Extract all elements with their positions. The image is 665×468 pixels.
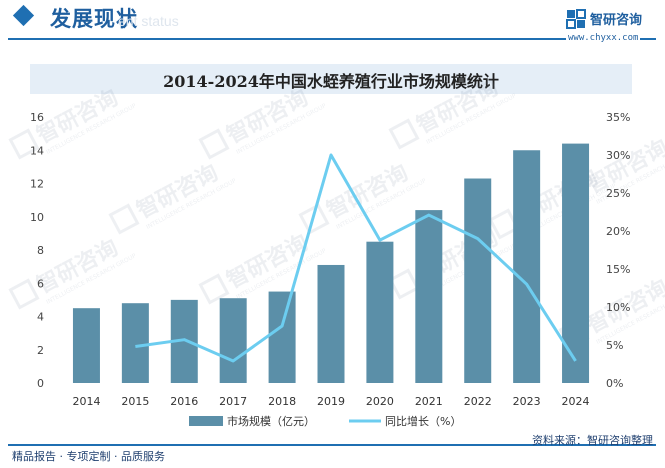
- chart-title: 2014-2024年中国水蛭养殖行业市场规模统计: [163, 72, 499, 91]
- bar-2023: [513, 150, 541, 383]
- footer-divider: [8, 444, 656, 446]
- y-axis-left: 0 2 4 6 8 10 12 14 16: [30, 111, 44, 390]
- x-tick-label: 2022: [464, 395, 492, 408]
- header-divider: [8, 38, 656, 40]
- x-tick-label: 2014: [72, 395, 100, 408]
- brand-logo-icon: [566, 9, 586, 29]
- watermark-logo-icon: [388, 268, 420, 300]
- x-tick-label: 2019: [317, 395, 345, 408]
- y-right-tick-label: 30%: [606, 149, 630, 162]
- x-tick-label: 2018: [268, 395, 296, 408]
- growth-line: [135, 153, 577, 363]
- y-left-tick-label: 4: [37, 311, 44, 324]
- legend-bar-swatch: [189, 416, 223, 426]
- y-right-tick-label: 10%: [606, 301, 630, 314]
- bar-2022: [464, 178, 492, 383]
- y-left-tick-label: 10: [30, 211, 44, 224]
- y-left-tick-label: 12: [30, 178, 44, 191]
- watermark-logo-icon: [298, 203, 330, 235]
- legend-line-label: 同比增长（%）: [385, 414, 461, 428]
- x-tick-label: 2015: [121, 395, 149, 408]
- legend-bar-label: 市场规模（亿元）: [227, 414, 315, 428]
- y-axis-right: 0% 5% 10% 15% 20% 25% 30% 35%: [606, 111, 630, 390]
- brand-name: 智研咨询: [590, 13, 643, 28]
- watermark-logo-icon: [198, 273, 230, 305]
- chart-title-banner: 2014-2024年中国水蛭养殖行业市场规模统计: [30, 64, 632, 94]
- chart-legend: 市场规模（亿元） 同比增长（%）: [189, 414, 461, 428]
- watermark-logo-icon: [8, 278, 40, 310]
- watermark-logo-icon: [198, 128, 230, 160]
- bar-2017: [219, 298, 247, 383]
- y-left-tick-label: 2: [37, 344, 44, 357]
- x-tick-label: 2016: [170, 395, 198, 408]
- bar-2014: [72, 308, 100, 383]
- bar-2015: [121, 303, 149, 383]
- y-left-tick-label: 0: [37, 377, 44, 390]
- bar-2021: [415, 210, 443, 383]
- x-tick-label: 2023: [513, 395, 541, 408]
- page-title: 发展现状: [50, 7, 138, 31]
- page-header: 发展现状 ent status 智研咨询 www.chyxx.com: [0, 0, 665, 44]
- bar-2024: [562, 143, 590, 383]
- bar-series: [72, 143, 590, 383]
- watermark-logo-icon: [388, 118, 420, 150]
- y-right-tick-label: 0%: [606, 377, 623, 390]
- bar-2020: [366, 241, 394, 383]
- y-right-tick-label: 20%: [606, 225, 630, 238]
- y-right-tick-label: 25%: [606, 187, 630, 200]
- data-source: 资料来源：智研咨询整理: [532, 434, 653, 447]
- y-right-tick-label: 15%: [606, 263, 630, 276]
- y-left-tick-label: 8: [37, 244, 44, 257]
- watermark-logo-icon: [8, 128, 40, 160]
- x-axis: 2014 2015 2016 2017 2018 2019 2020 2021 2022 2023…: [72, 395, 589, 408]
- x-tick-label: 2021: [415, 395, 443, 408]
- y-right-tick-label: 5%: [606, 339, 623, 352]
- y-left-tick-label: 16: [30, 111, 44, 124]
- x-tick-label: 2017: [219, 395, 247, 408]
- footer-tagline: 精品报告 · 专项定制 · 品质服务: [12, 450, 165, 463]
- watermark-logo-icon: [108, 203, 140, 235]
- bar-2018: [268, 291, 296, 383]
- y-right-tick-label: 35%: [606, 111, 630, 124]
- y-left-tick-label: 14: [30, 144, 44, 157]
- brand-url: www.chyxx.com: [566, 33, 641, 43]
- line-series: [135, 153, 577, 363]
- x-tick-label: 2024: [562, 395, 590, 408]
- x-tick-label: 2020: [366, 395, 394, 408]
- header-ghost-text: ent status: [118, 13, 179, 29]
- watermark-logo-icon: [488, 208, 520, 240]
- bar-2019: [317, 264, 345, 383]
- y-left-tick-label: 6: [37, 277, 44, 290]
